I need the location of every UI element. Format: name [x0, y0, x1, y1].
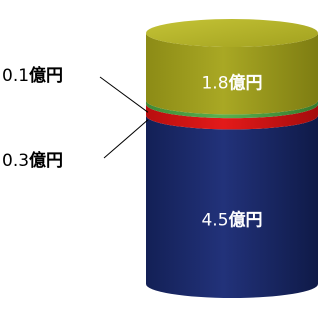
label-1-8: 1.8億円	[201, 73, 262, 94]
label-0-3: 0.3億円	[2, 150, 63, 171]
value-4-5: 4.5	[201, 211, 228, 231]
label-4-5: 4.5億円	[201, 210, 262, 231]
value-0-3: 0.3	[2, 151, 29, 171]
unit-4-5: 億円	[229, 210, 263, 231]
segment-4-5-body	[146, 115, 318, 298]
value-1-8: 1.8	[201, 74, 228, 94]
segment-0-1-body	[146, 100, 318, 119]
cylinder-top-cap	[146, 19, 318, 47]
leader-line-0-1	[99, 76, 149, 113]
segment-1-8-body	[146, 33, 318, 115]
segment-0-3-body	[146, 104, 318, 130]
value-0-1: 0.1	[2, 66, 29, 86]
unit-0-1: 億円	[29, 65, 63, 86]
unit-0-3: 億円	[29, 150, 63, 171]
label-0-1: 0.1億円	[2, 65, 63, 86]
unit-1-8: 億円	[229, 73, 263, 94]
leader-line-0-3	[103, 119, 149, 159]
